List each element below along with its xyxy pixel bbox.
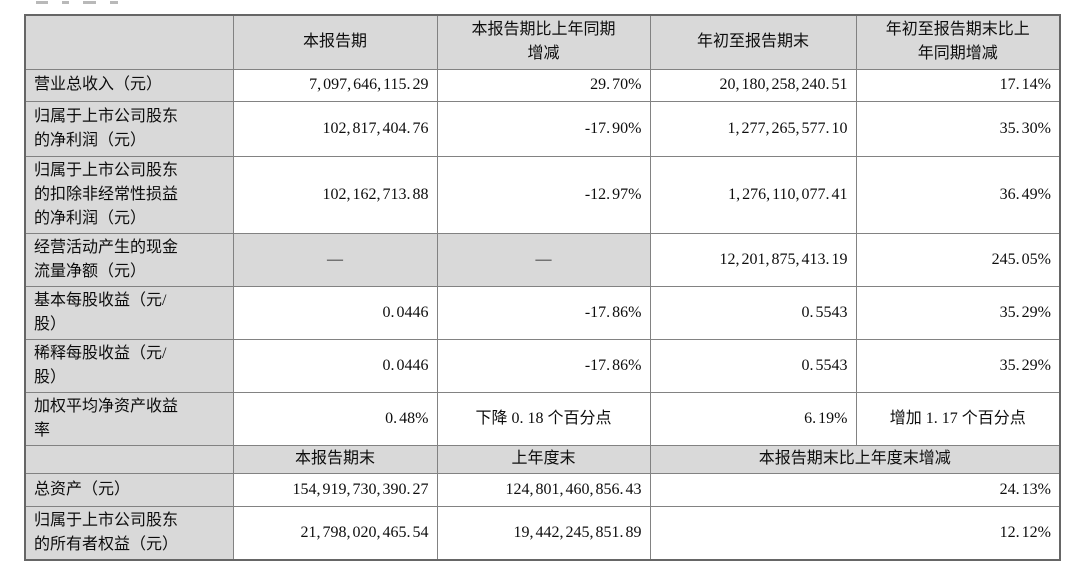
- current-period-yoy-cell: 下降 0. 18 个百分点: [436, 391, 651, 446]
- current-period-yoy-cell: 29. 70%: [436, 68, 651, 102]
- row-label-cell: 归属于上市公司股东 的净利润（元）: [24, 100, 234, 157]
- period-end-value-cell: 21, 798, 020, 465. 54: [232, 505, 438, 561]
- row-label-cell: 营业总收入（元）: [24, 68, 234, 102]
- ytd-yoy-cell: 35. 30%: [855, 100, 1061, 157]
- ytd-yoy-cell: 245. 05%: [855, 232, 1061, 287]
- period-end-change-column-header: 本报告期末比上年度末增减: [649, 444, 1061, 474]
- row-label-cell: 归属于上市公司股东 的扣除非经常性损益 的净利润（元）: [24, 155, 234, 234]
- key-financials-table: 本报告期 本报告期比上年同期 增减 年初至报告期末 年初至报告期末比上 年同期增…: [24, 14, 1061, 561]
- current-period-value-cell: 0. 48%: [232, 391, 438, 446]
- ytd-yoy-column-header: 年初至报告期末比上 年同期增减: [855, 14, 1061, 70]
- table-row: 营业总收入（元） 7, 097, 646, 115. 29 29. 70% 20…: [24, 68, 1061, 102]
- ytd-value-cell: 6. 19%: [649, 391, 857, 446]
- subheader-empty-cell: [24, 444, 234, 474]
- clipped-text-remnant: [36, 1, 132, 5]
- current-period-yoy-cell: -12. 97%: [436, 155, 651, 234]
- table-row: 经营活动产生的现金 流量净额（元） — — 12, 201, 875, 413.…: [24, 232, 1061, 287]
- ytd-value-cell: 0. 5543: [649, 338, 857, 393]
- period-end-change-cell: 24. 13%: [649, 472, 1061, 507]
- ytd-value-cell: 12, 201, 875, 413. 19: [649, 232, 857, 287]
- current-period-value-cell: 0. 0446: [232, 285, 438, 340]
- row-label-cell: 基本每股收益（元/ 股）: [24, 285, 234, 340]
- ytd-yoy-cell: 增加 1. 17 个百分点: [855, 391, 1061, 446]
- current-period-value-cell: 7, 097, 646, 115. 29: [232, 68, 438, 102]
- row-label-cell: 加权平均净资产收益 率: [24, 391, 234, 446]
- table-row: 稀释每股收益（元/ 股） 0. 0446 -17. 86% 0. 5543 35…: [24, 338, 1061, 393]
- row-label-cell: 稀释每股收益（元/ 股）: [24, 338, 234, 393]
- prior-year-end-value-cell: 19, 442, 245, 851. 89: [436, 505, 651, 561]
- ytd-yoy-cell: 36. 49%: [855, 155, 1061, 234]
- table-row: 归属于上市公司股东 的所有者权益（元） 21, 798, 020, 465. 5…: [24, 505, 1061, 561]
- ytd-column-header: 年初至报告期末: [649, 14, 857, 70]
- table-header-row: 本报告期 本报告期比上年同期 增减 年初至报告期末 年初至报告期末比上 年同期增…: [24, 14, 1061, 70]
- current-period-yoy-column-header: 本报告期比上年同期 增减: [436, 14, 651, 70]
- prior-year-end-column-header: 上年度末: [436, 444, 651, 474]
- current-period-value-cell: 102, 817, 404. 76: [232, 100, 438, 157]
- ytd-value-cell: 1, 276, 110, 077. 41: [649, 155, 857, 234]
- period-end-column-header: 本报告期末: [232, 444, 438, 474]
- table-row: 归属于上市公司股东 的扣除非经常性损益 的净利润（元） 102, 162, 71…: [24, 155, 1061, 234]
- row-label-cell: 归属于上市公司股东 的所有者权益（元）: [24, 505, 234, 561]
- row-label-cell: 总资产（元）: [24, 472, 234, 507]
- current-period-yoy-cell: -17. 90%: [436, 100, 651, 157]
- table-row: 基本每股收益（元/ 股） 0. 0446 -17. 86% 0. 5543 35…: [24, 285, 1061, 340]
- ytd-yoy-cell: 17. 14%: [855, 68, 1061, 102]
- table-row: 归属于上市公司股东 的净利润（元） 102, 817, 404. 76 -17.…: [24, 100, 1061, 157]
- current-period-column-header: 本报告期: [232, 14, 438, 70]
- current-period-value-cell: 102, 162, 713. 88: [232, 155, 438, 234]
- period-end-change-cell: 12. 12%: [649, 505, 1061, 561]
- table-row: 加权平均净资产收益 率 0. 48% 下降 0. 18 个百分点 6. 19% …: [24, 391, 1061, 446]
- current-period-yoy-cell: -17. 86%: [436, 285, 651, 340]
- row-label-cell: 经营活动产生的现金 流量净额（元）: [24, 232, 234, 287]
- table-row: 总资产（元） 154, 919, 730, 390. 27 124, 801, …: [24, 472, 1061, 507]
- ytd-yoy-cell: 35. 29%: [855, 338, 1061, 393]
- ytd-value-cell: 0. 5543: [649, 285, 857, 340]
- ytd-value-cell: 20, 180, 258, 240. 51: [649, 68, 857, 102]
- table-subheader-row: 本报告期末 上年度末 本报告期末比上年度末增减: [24, 444, 1061, 474]
- current-period-value-cell: —: [232, 232, 438, 287]
- current-period-yoy-cell: —: [436, 232, 651, 287]
- ytd-value-cell: 1, 277, 265, 577. 10: [649, 100, 857, 157]
- metric-column-header: [24, 14, 234, 70]
- period-end-value-cell: 154, 919, 730, 390. 27: [232, 472, 438, 507]
- ytd-yoy-cell: 35. 29%: [855, 285, 1061, 340]
- current-period-value-cell: 0. 0446: [232, 338, 438, 393]
- current-period-yoy-cell: -17. 86%: [436, 338, 651, 393]
- prior-year-end-value-cell: 124, 801, 460, 856. 43: [436, 472, 651, 507]
